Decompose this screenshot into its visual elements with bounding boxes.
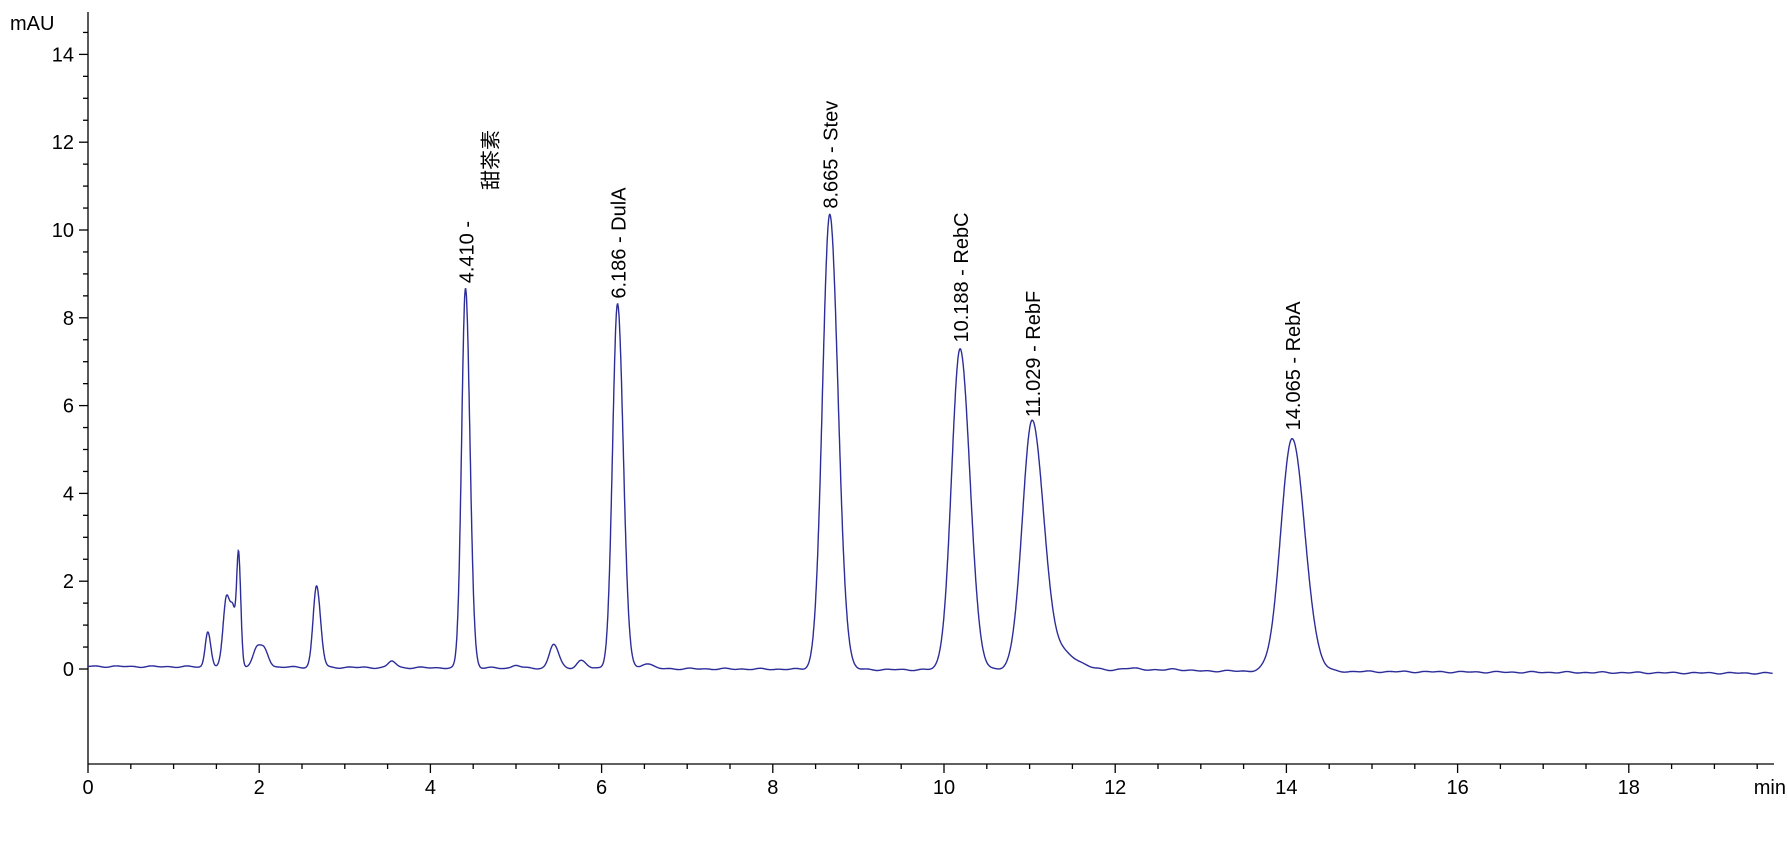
y-tick-label: 0 bbox=[63, 659, 74, 681]
x-tick-label: 0 bbox=[82, 777, 93, 799]
y-axis-unit-label: mAU bbox=[10, 13, 54, 35]
peak-label: 8.665 - Stev bbox=[821, 101, 843, 209]
y-tick-label: 12 bbox=[52, 132, 74, 154]
x-tick-label: 12 bbox=[1104, 777, 1126, 799]
x-tick-label: 8 bbox=[767, 777, 778, 799]
y-tick-label: 10 bbox=[52, 220, 74, 242]
axes-group: mAU 0 2 4 6 8 10 12 14 0 2 4 6 8 10 12 14 16 18 min bbox=[10, 12, 1786, 799]
chromatogram-trace bbox=[88, 213, 1773, 675]
x-tick-label: 10 bbox=[933, 777, 955, 799]
peak-label: 14.065 - RebA bbox=[1283, 301, 1305, 431]
x-tick-label: 14 bbox=[1275, 777, 1297, 799]
y-tick-label: 6 bbox=[63, 396, 74, 418]
peak-label: 6.186 - DulA bbox=[609, 187, 631, 299]
y-tick-label: 8 bbox=[63, 308, 74, 330]
x-tick-label: 6 bbox=[596, 777, 607, 799]
trace-group bbox=[88, 213, 1773, 675]
peak-label: 10.188 - RebC bbox=[951, 212, 973, 342]
x-tick-label: 18 bbox=[1618, 777, 1640, 799]
x-axis-unit-label: min bbox=[1754, 777, 1786, 799]
x-tick-label: 16 bbox=[1446, 777, 1468, 799]
x-tick-label: 4 bbox=[425, 777, 436, 799]
peak-annotation-cjk: 甜茶素 bbox=[479, 130, 502, 190]
peak-label-group: 4.410 - 6.186 - DulA 8.665 - Stev 10.188 - … bbox=[456, 101, 1304, 431]
peak-label: 11.029 - RebF bbox=[1023, 291, 1045, 417]
y-tick-label: 14 bbox=[52, 44, 74, 66]
peak-label: 4.410 - bbox=[456, 221, 478, 283]
y-tick-label: 4 bbox=[63, 483, 74, 505]
y-tick-label: 2 bbox=[63, 571, 74, 593]
x-tick-label: 2 bbox=[254, 777, 265, 799]
